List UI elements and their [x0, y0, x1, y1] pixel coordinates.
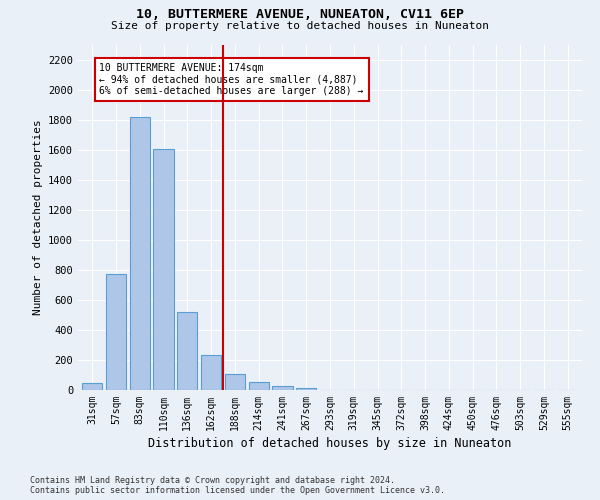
Bar [248, 382, 269, 390]
Bar [82, 382, 103, 390]
Bar [177, 312, 197, 390]
Text: 10, BUTTERMERE AVENUE, NUNEATON, CV11 6EP: 10, BUTTERMERE AVENUE, NUNEATON, CV11 6E… [136, 8, 464, 20]
Text: 10 BUTTERMERE AVENUE: 174sqm
← 94% of detached houses are smaller (4,887)
6% of : 10 BUTTERMERE AVENUE: 174sqm ← 94% of de… [100, 63, 364, 96]
X-axis label: Distribution of detached houses by size in Nuneaton: Distribution of detached houses by size … [148, 437, 512, 450]
Bar [154, 148, 173, 390]
Text: Contains HM Land Registry data © Crown copyright and database right 2024.
Contai: Contains HM Land Registry data © Crown c… [30, 476, 445, 495]
Y-axis label: Number of detached properties: Number of detached properties [32, 120, 43, 316]
Bar [106, 274, 126, 390]
Bar [272, 386, 293, 390]
Bar [201, 355, 221, 390]
Bar [296, 388, 316, 390]
Text: Size of property relative to detached houses in Nuneaton: Size of property relative to detached ho… [111, 21, 489, 31]
Bar [130, 117, 150, 390]
Bar [225, 374, 245, 390]
